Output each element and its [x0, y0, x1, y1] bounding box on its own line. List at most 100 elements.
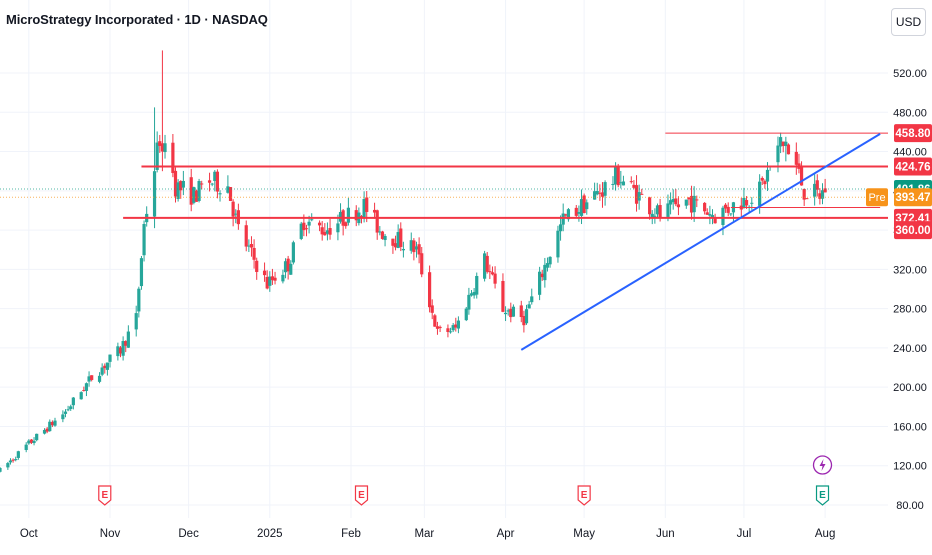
candle-body: [564, 214, 568, 216]
candle-body: [215, 171, 220, 192]
candle-body: [430, 305, 434, 313]
earnings-marker-label: E: [101, 490, 108, 501]
currency-button[interactable]: USD: [891, 8, 926, 36]
candle-body: [105, 362, 109, 370]
candle-body: [160, 143, 165, 152]
chart-title: MicroStrategy Incorporated · 1D · NASDAQ: [6, 12, 268, 27]
candle-body: [32, 440, 36, 444]
candle-body: [320, 227, 324, 235]
candle-body: [561, 213, 565, 225]
candle-body: [556, 230, 560, 258]
candle-body: [378, 231, 382, 233]
candle-body: [427, 272, 432, 308]
candle-body: [231, 201, 235, 217]
x-tick-label: Nov: [100, 528, 121, 540]
price-tag-360-bg: [894, 221, 932, 240]
candle-body: [323, 232, 327, 236]
candle-body: [464, 308, 468, 321]
candle-body: [116, 346, 120, 357]
price-axis-bg: [888, 0, 932, 550]
candle-body: [69, 406, 73, 409]
candle-body: [729, 213, 733, 215]
candle-body: [328, 228, 332, 235]
price-tag-424-bg: [894, 157, 932, 176]
candle-body: [396, 232, 400, 249]
candle-body: [692, 195, 696, 213]
candle-body: [488, 271, 492, 273]
candle-body: [380, 231, 385, 239]
candle-body: [270, 276, 275, 281]
candle-body: [249, 244, 254, 248]
candle-body: [286, 258, 290, 272]
price-tag-pre-bg: [894, 188, 932, 207]
candle-body: [84, 383, 89, 391]
candle-body: [29, 439, 34, 443]
candle-body: [14, 459, 18, 461]
candle-body: [818, 193, 822, 199]
candle-body: [213, 171, 217, 181]
candle-body: [304, 228, 309, 230]
candle-body: [705, 212, 709, 215]
candle-body: [375, 210, 379, 233]
candle-body: [200, 183, 204, 185]
candle-body: [475, 275, 479, 295]
candle-body: [469, 293, 474, 296]
candle-body: [210, 183, 214, 185]
candle-body: [723, 204, 728, 209]
earnings-marker: E: [815, 485, 830, 506]
candle-body: [456, 320, 461, 329]
candle-body: [786, 144, 791, 155]
candle-body: [577, 212, 581, 214]
candle-body: [708, 214, 712, 216]
candle-body: [0, 467, 2, 472]
candle-body: [344, 222, 348, 227]
candle-body: [16, 451, 20, 458]
candle-body: [823, 188, 827, 193]
candle-body: [616, 165, 620, 186]
candle-body: [545, 263, 550, 268]
candle-body: [63, 411, 68, 414]
y-tick-label: 240.00: [893, 343, 927, 355]
candle-body: [53, 420, 57, 426]
candle-body: [611, 183, 615, 185]
candle-body: [134, 313, 138, 330]
candle-body: [658, 205, 662, 218]
candle-body: [511, 306, 516, 317]
candle-body: [121, 341, 125, 356]
candle-body: [281, 274, 285, 282]
candle-body: [805, 198, 809, 200]
candle-body: [218, 193, 222, 195]
candle-body: [142, 224, 146, 256]
candle-body: [346, 207, 350, 223]
candle-body: [42, 429, 47, 434]
candle-body: [362, 199, 366, 218]
candle-body: [802, 188, 806, 200]
candle-body: [179, 181, 183, 191]
x-tick-label: Dec: [178, 528, 199, 540]
candle-body: [152, 171, 157, 217]
candle-body: [522, 315, 526, 326]
candle-body: [794, 151, 798, 165]
earnings-marker-shape: [354, 485, 369, 506]
candle-body: [813, 183, 817, 197]
candle-body: [207, 180, 212, 183]
candle-body: [391, 238, 395, 246]
price-tag-360: 360.00: [895, 225, 930, 237]
candle-body: [163, 143, 167, 153]
candle-body: [252, 247, 256, 260]
candle-body: [637, 192, 641, 201]
candle-body: [82, 390, 86, 392]
candle-body: [490, 272, 495, 275]
candle-body: [779, 137, 783, 147]
earnings-marker-label: E: [358, 490, 365, 501]
y-tick-label: 80.00: [896, 500, 924, 512]
candle-body: [446, 328, 450, 332]
candle-body: [97, 375, 102, 382]
candle-body: [703, 202, 707, 212]
candle-body: [393, 243, 398, 248]
candle-body: [689, 195, 694, 213]
candle-body: [171, 142, 175, 173]
candle-body: [467, 294, 471, 310]
